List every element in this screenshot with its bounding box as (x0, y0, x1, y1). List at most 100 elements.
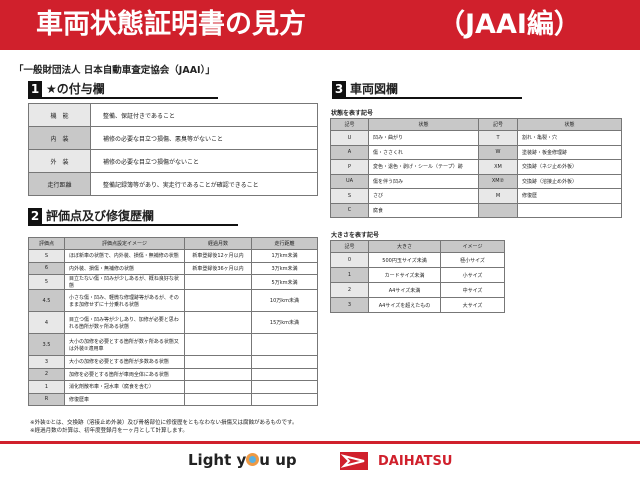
table-cell: 交換跡（溶接止め外板） (517, 173, 622, 189)
table-row: S さび M 修復歴 (330, 188, 622, 204)
table-row: R 修復歴車 (28, 392, 318, 406)
page-header: 車両状態証明書の見方 （JAAI編） (0, 0, 640, 50)
table-cell: 4.5 (28, 289, 65, 312)
grade-table: 評価点 評価点設定イメージ 経過月数 走行距離 S ほぼ新車の状態で、内外装、損傷・無補修… (28, 237, 318, 406)
table-cell: 目立たない傷・凹みが少しあるが、概ね良好な状態 (64, 274, 185, 290)
table-cell: 極小サイズ (440, 252, 505, 268)
table-cell: R (28, 392, 65, 406)
slogan-part: Light y (188, 451, 247, 469)
table-cell (251, 367, 318, 381)
section1-heading: 1 ★の付与欄 (28, 81, 218, 99)
table-row: U 凹み・曲がり T 割れ・亀裂・穴 (330, 130, 622, 146)
table-row: P 変色・退色・剥げ・シール（テープ）跡 XM 交換跡（ネジ止め外板） (330, 159, 622, 175)
table-cell: A4サイズを超えたもの (368, 297, 441, 313)
table-cell: 変色・退色・剥げ・シール（テープ）跡 (368, 159, 479, 175)
slogan-logo: Light y u up (188, 451, 297, 469)
table-row: 5 目立たない傷・凹みが少しあるが、概ね良好な状態 5万km未満 (28, 274, 318, 290)
table-row: UA 傷を伴う凹み XM② 交換跡（溶接止め外板） (330, 173, 622, 189)
criteria-value: 補修の必要な目立つ損傷、悪臭等がないこと (90, 126, 318, 150)
table-cell: P (330, 159, 369, 175)
table-cell: 小サイズ (440, 267, 505, 283)
table-cell: 5万km未満 (251, 274, 318, 290)
footer-divider (0, 441, 640, 444)
column-header: 評価点設定イメージ (64, 237, 185, 250)
table-cell: 500円玉サイズ未満 (368, 252, 441, 268)
table-cell: 新車登録後12ヶ月以内 (184, 249, 252, 263)
section-title: 評価点及び修復歴欄 (46, 209, 155, 223)
table-row: A 傷・ささくれ W 塗装跡・板金修理跡 (330, 144, 622, 160)
criteria-label: 走行距離 (28, 172, 91, 196)
column-header: 状態 (517, 118, 622, 131)
table-cell: 6 (28, 261, 65, 275)
table-row: 4.5 小さな傷・凹み、軽微な修理跡等があるが、そのまま加修せずに十分乗れる状態 1… (28, 289, 318, 312)
table-cell (184, 392, 252, 406)
section-number: 1 (28, 81, 42, 97)
table-row: 走行距離 整備記録簿等があり、実走行であることが確認できること (28, 172, 318, 196)
table-cell: 小さな傷・凹み、軽微な修理跡等があるが、そのまま加修せずに十分乗れる状態 (64, 289, 185, 312)
table-cell: カードサイズ未満 (368, 267, 441, 283)
table-cell: 3.5 (28, 333, 65, 356)
section-number: 3 (332, 81, 346, 97)
table-row: 0 500円玉サイズ未満 極小サイズ (330, 252, 505, 268)
subtitle: 「一般財団法人 日本自動車査定協会（JAAI）」 (14, 65, 215, 76)
table-cell: 1万km未満 (251, 249, 318, 263)
table-row: 4 目立つ傷・凹み等が少しあり、加修が必要と思われる箇所が数ヶ所ある状態 15万km… (28, 311, 318, 334)
table-cell: 大小の加修を必要とする箇所が多数ある状態 (64, 355, 185, 369)
criteria-label: 機 能 (28, 103, 91, 127)
table-cell (184, 380, 252, 394)
table-cell: 内外装、損傷・無補修の状態 (64, 261, 185, 275)
table-cell (184, 274, 252, 290)
size-symbol-table: 記号 大きさ イメージ 0 500円玉サイズ未満 極小サイズ 1 カードサイズ未満 小サイズ 2 A… (330, 240, 505, 313)
table-cell (251, 392, 318, 406)
section-number: 2 (28, 208, 42, 224)
table-cell (478, 202, 518, 218)
table-cell: XM (478, 159, 518, 175)
table-cell: S (28, 249, 65, 263)
table-row: 外 装補修の必要な目立つ損傷がないこと (28, 149, 318, 173)
table-cell: UA (330, 173, 369, 189)
table-cell: 修復歴 (517, 188, 622, 204)
star-criteria-table: 機 能整備、保証付きであること内 装補修の必要な目立つ損傷、悪臭等がないこと外 … (28, 103, 318, 196)
page-title: 車両状態証明書の見方 (36, 9, 306, 40)
table-row: C 腐食 (330, 202, 622, 218)
daihatsu-mark-icon (340, 452, 368, 470)
table-row: 3.5 大小の加修を必要とする箇所が数ヶ所ある状態又は外装②適用車 (28, 333, 318, 356)
table-row: 機 能整備、保証付きであること (28, 103, 318, 127)
column-header: 記号 (478, 118, 518, 131)
table-cell: 15万km未満 (251, 311, 318, 334)
note: ※外装②とは、交換跡（溶接止め外装）及び骨格部位に修復歴をともなわない損傷又は腐… (30, 420, 298, 426)
table-cell (184, 289, 252, 312)
condition-caption: 状態を表す記号 (331, 110, 374, 117)
column-header: 記号 (330, 240, 369, 253)
slogan-part: u up (259, 451, 297, 469)
table-cell: 新車登録後36ヶ月以内 (184, 261, 252, 275)
table-cell: 4 (28, 311, 65, 334)
table-row: 1 消化剤散布車・冠水車（腐食を含む） (28, 380, 318, 394)
criteria-label: 内 装 (28, 126, 91, 150)
notes: ※外装②とは、交換跡（溶接止め外装）及び骨格部位に修復歴をともなわない損傷又は腐… (30, 419, 298, 435)
table-cell: XM② (478, 173, 518, 189)
table-cell (184, 355, 252, 369)
criteria-value: 補修の必要な目立つ損傷がないこと (90, 149, 318, 173)
table-row: 内 装補修の必要な目立つ損傷、悪臭等がないこと (28, 126, 318, 150)
table-cell: 5 (28, 274, 65, 290)
table-row: 2 A4サイズ未満 中サイズ (330, 282, 505, 298)
column-header: 走行距離 (251, 237, 318, 250)
table-cell: 0 (330, 252, 369, 268)
table-row: 3 A4サイズを超えたもの 大サイズ (330, 297, 505, 313)
table-cell: 10万km未満 (251, 289, 318, 312)
criteria-value: 整備、保証付きであること (90, 103, 318, 127)
table-cell: 塗装跡・板金修理跡 (517, 144, 622, 160)
table-cell: 大サイズ (440, 297, 505, 313)
table-cell: T (478, 130, 518, 146)
table-cell: S (330, 188, 369, 204)
column-header: 評価点 (28, 237, 65, 250)
column-header: 経過月数 (184, 237, 252, 250)
size-caption: 大きさを表す記号 (331, 232, 380, 239)
table-cell: 3 (330, 297, 369, 313)
column-header: 大きさ (368, 240, 441, 253)
table-cell: 2 (28, 367, 65, 381)
table-cell: 修復歴車 (64, 392, 185, 406)
table-cell: 1 (28, 380, 65, 394)
table-cell: A (330, 144, 369, 160)
